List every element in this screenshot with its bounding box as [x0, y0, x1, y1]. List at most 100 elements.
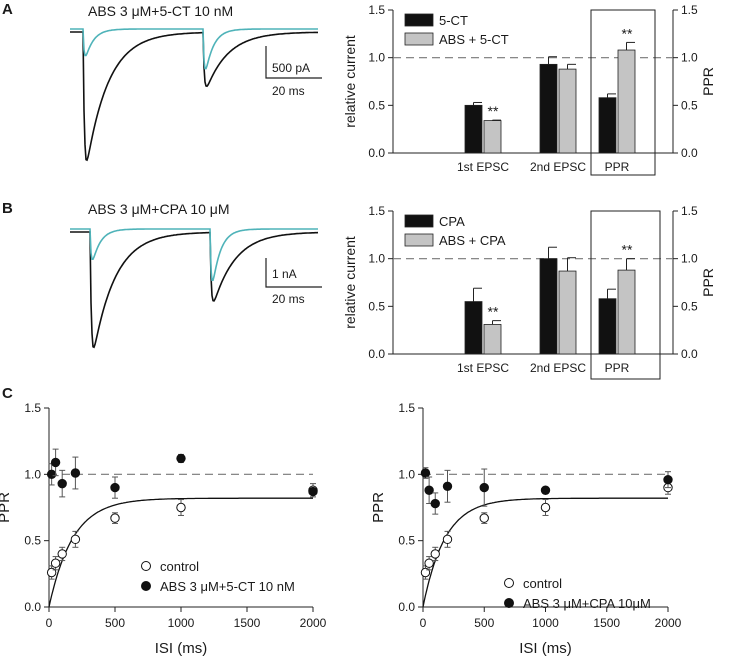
bar: [558, 68, 577, 154]
y-tick-label: 1.0: [398, 467, 415, 481]
legend-marker: [141, 581, 151, 591]
control-point: [110, 513, 120, 523]
bar: [617, 49, 636, 154]
legend-marker: [141, 561, 151, 571]
scale-x-label-b: 20 ms: [272, 292, 305, 306]
ppr-box: [590, 9, 656, 176]
trace-title-a: ABS 3 μM+5-CT 10 nM: [88, 3, 233, 19]
drug-point: [540, 485, 551, 495]
scalebar-b: [265, 258, 322, 288]
y-tick-label-right: 1.0: [681, 252, 698, 266]
y-tick-label: 1.5: [398, 401, 415, 415]
trace-drug-b: [70, 228, 318, 282]
y-tick-label-left: 0.5: [368, 98, 385, 112]
trace-drug-a: [70, 28, 318, 70]
drug-point: [430, 498, 440, 509]
significance-marker: **: [488, 103, 499, 119]
x-axis-title: ISI (ms): [155, 640, 208, 657]
y-axis-title: relative current: [342, 236, 358, 329]
bar: [483, 120, 502, 154]
legend-swatch: [404, 13, 434, 27]
control-point: [70, 534, 81, 545]
x-tick-label: 2nd EPSC: [530, 361, 586, 375]
y-axis-title-right: PPR: [700, 67, 716, 96]
y-tick-label-right: 0.5: [681, 299, 698, 313]
y-tick-label-right: 0.5: [681, 98, 698, 112]
legend-swatch: [404, 32, 434, 46]
y-axis-title-right: PPR: [700, 268, 716, 297]
control-point: [57, 549, 67, 559]
x-tick-label: 500: [474, 616, 494, 630]
fit-curve: [48, 497, 313, 608]
control-point: [430, 549, 440, 559]
bar: [598, 97, 617, 154]
y-tick-label-left: 1.0: [368, 252, 385, 266]
legend-label: ABS 3 μM+CPA 10μM: [523, 596, 651, 611]
y-tick-label-left: 0.0: [368, 146, 385, 160]
y-tick-label: 0.0: [398, 600, 415, 614]
panel-label-c: C: [2, 385, 13, 402]
drug-point: [442, 481, 453, 491]
scatter-chart-left: 0.0 0.5 1.0 1.5 0 500 1000 1500 2000 ISI (ms) PPR c…: [0, 401, 327, 657]
bar: [558, 270, 577, 355]
scale-y-label-b: 1 nA: [272, 267, 297, 281]
scalebar-a: [265, 46, 322, 79]
scale-x-label-a: 20 ms: [272, 84, 305, 98]
x-axis-title: ISI (ms): [519, 640, 572, 657]
y-tick-label: 0.0: [24, 600, 41, 614]
trace-panel-a: ABS 3 μM+5-CT 10 nM 500 pA 20 ms: [70, 3, 322, 162]
control-point: [442, 534, 453, 545]
drug-point: [176, 453, 186, 464]
x-tick-label: 1500: [234, 616, 261, 630]
bar: [464, 301, 483, 355]
x-tick-label: 2000: [655, 616, 682, 630]
drug-point: [424, 485, 434, 495]
ppr-box: [590, 210, 661, 380]
x-tick-label: 2nd EPSC: [530, 160, 586, 174]
y-tick-label-left: 1.5: [368, 3, 385, 17]
drug-point: [46, 469, 57, 480]
bar: [539, 63, 558, 154]
significance-marker: **: [488, 304, 499, 320]
y-tick-label-left: 1.5: [368, 204, 385, 218]
fit-curve: [422, 497, 668, 608]
y-tick-label-left: 0.0: [368, 347, 385, 361]
x-tick-label: 1000: [168, 616, 195, 630]
drug-point: [479, 482, 489, 493]
control-point: [50, 558, 61, 568]
control-point: [46, 567, 57, 578]
x-tick-label: 2000: [300, 616, 327, 630]
trace-control-a: [70, 31, 318, 162]
scatter-chart-right: 0.0 0.5 1.0 1.5 0 500 1000 1500 2000 ISI (ms) PPR c…: [370, 401, 682, 657]
y-axis-title: relative current: [342, 35, 358, 128]
y-tick-label-left: 0.5: [368, 299, 385, 313]
bar: [598, 298, 617, 355]
y-tick-label-right: 1.5: [681, 3, 698, 17]
legend-swatch: [404, 233, 434, 247]
legend-label: 5-CT: [439, 13, 468, 28]
legend-label: ABS + 5-CT: [439, 32, 509, 47]
y-tick-label: 1.5: [24, 401, 41, 415]
bar: [464, 104, 483, 154]
bar-chart-a: 0.0 0.0 0.5 0.5 1.0 1.0 1.5 1.5 relative current…: [342, 3, 716, 176]
y-tick-label-right: 0.0: [681, 146, 698, 160]
drug-point: [308, 486, 318, 497]
significance-marker: **: [622, 25, 633, 41]
drug-point: [50, 457, 61, 468]
scale-y-label-a: 500 pA: [272, 61, 310, 75]
y-tick-label: 0.5: [24, 534, 41, 548]
drug-point: [70, 468, 81, 478]
control-point: [420, 567, 431, 578]
y-tick-label-right: 0.0: [681, 347, 698, 361]
panel-label-b: B: [2, 200, 13, 217]
significance-marker: **: [622, 242, 633, 258]
drug-point: [420, 468, 431, 478]
control-point: [424, 558, 434, 568]
panel-label-a: A: [2, 1, 13, 18]
drug-point: [57, 478, 67, 489]
legend-label: control: [160, 559, 199, 574]
y-tick-label-right: 1.0: [681, 51, 698, 65]
x-tick-label: 500: [105, 616, 125, 630]
legend-swatch: [404, 214, 434, 228]
